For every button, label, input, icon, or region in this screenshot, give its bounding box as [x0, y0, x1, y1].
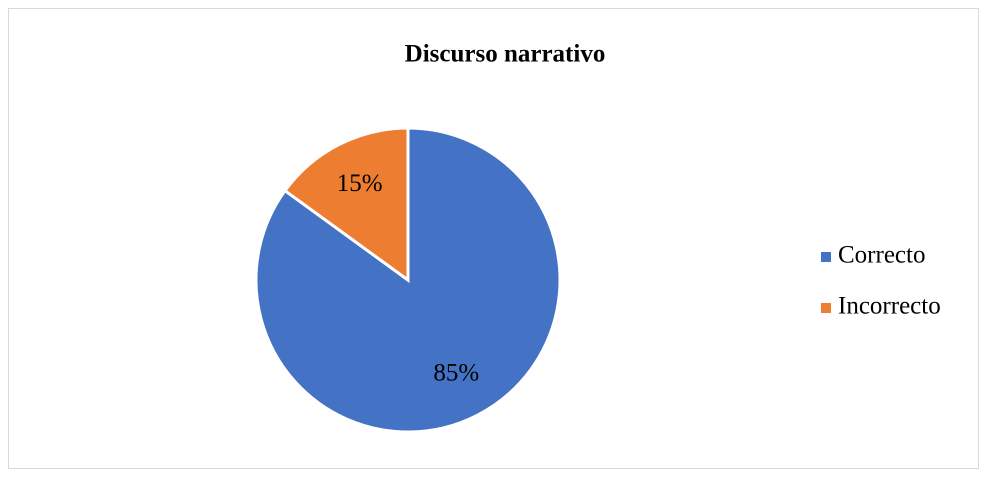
legend-label: Incorrecto [838, 293, 941, 320]
legend-swatch [821, 252, 831, 262]
data-label: 15% [337, 170, 383, 197]
chart-title: Discurso narrativo [405, 41, 606, 68]
legend-label: Correcto [838, 242, 925, 269]
legend-swatch [821, 303, 831, 313]
pie-slice [282, 126, 410, 283]
data-label: 85% [433, 360, 479, 387]
